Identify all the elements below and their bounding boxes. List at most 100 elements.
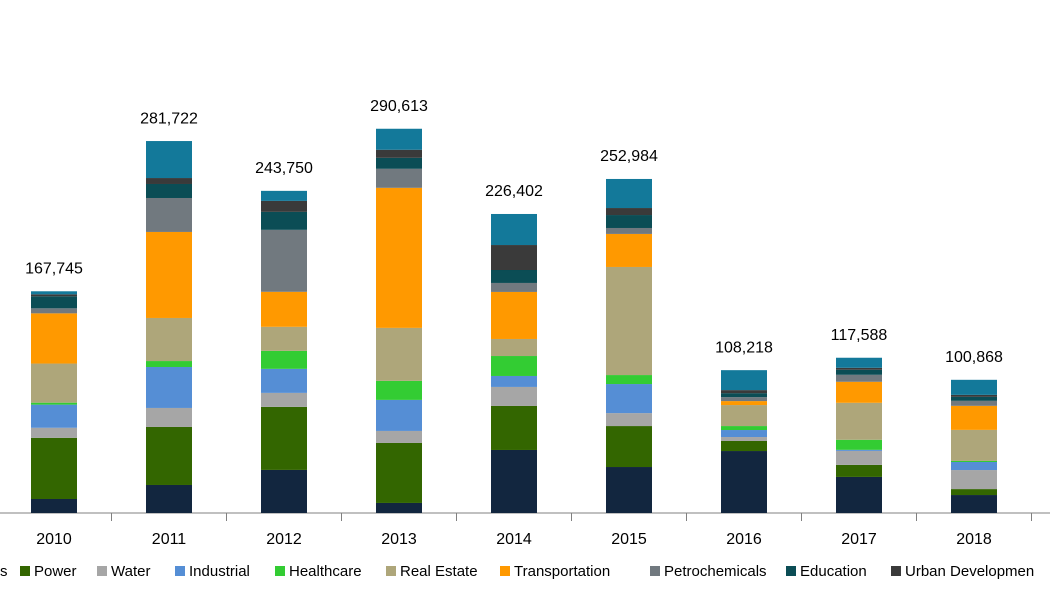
bar-segment — [376, 157, 422, 169]
bar-segment — [261, 190, 307, 201]
legend-label: Healthcare — [289, 563, 362, 580]
legend-label: s — [0, 563, 8, 580]
bar-segment — [261, 291, 307, 327]
bar-segment — [491, 213, 537, 246]
bar-segment — [606, 375, 652, 385]
bar-segment — [951, 489, 997, 496]
bar-segment — [836, 369, 882, 375]
bar-segment — [376, 149, 422, 158]
legend-swatch — [891, 566, 901, 576]
bar-segment — [836, 450, 882, 465]
bar-segment — [376, 187, 422, 328]
bar-segment — [31, 313, 77, 364]
bar-segment — [721, 397, 767, 402]
bar-segment — [31, 308, 77, 314]
bar-segment — [261, 469, 307, 513]
bar-segment — [146, 197, 192, 232]
total-label: 108,218 — [715, 339, 773, 356]
bar-segment — [721, 440, 767, 452]
bar-segment — [376, 380, 422, 400]
total-label: 252,984 — [600, 148, 658, 165]
bar-segment — [31, 427, 77, 438]
bar-segment — [261, 326, 307, 351]
bar-segment — [376, 502, 422, 513]
legend-label: Real Estate — [400, 563, 478, 580]
bar-segment — [491, 405, 537, 450]
legend-swatch — [175, 566, 185, 576]
bar-segment — [721, 451, 767, 513]
bar-segment — [836, 381, 882, 403]
bar-segment — [836, 402, 882, 440]
total-label: 290,613 — [370, 98, 428, 115]
bar-segment — [376, 128, 422, 150]
bar-segment — [146, 361, 192, 367]
bar-segment — [721, 405, 767, 427]
bar-segment — [491, 375, 537, 387]
bar-segment — [606, 266, 652, 376]
bar-segment — [491, 291, 537, 339]
bar-segment — [146, 426, 192, 485]
bar-segment — [836, 439, 882, 450]
bar-segment — [491, 270, 537, 283]
legend-label: Transportation — [514, 563, 610, 580]
bar-segment — [491, 338, 537, 357]
bar-segment — [606, 208, 652, 216]
total-label: 167,745 — [25, 260, 83, 277]
bar-segment — [31, 437, 77, 499]
bar-segment — [146, 317, 192, 362]
legend-swatch — [500, 566, 510, 576]
bar-segment — [951, 400, 997, 406]
legend-label: Urban Developmen — [905, 563, 1034, 580]
bar-segment — [491, 356, 537, 376]
bar-segment — [836, 449, 882, 451]
x-tick-label: 2010 — [36, 531, 72, 548]
bar-segment — [721, 401, 767, 406]
bar-segment — [951, 460, 997, 462]
legend-label: Education — [800, 563, 867, 580]
bar-segment — [606, 426, 652, 468]
bar-segment — [836, 357, 882, 368]
bar-segment — [606, 413, 652, 427]
bar-segment — [491, 245, 537, 271]
bar-segment — [376, 430, 422, 443]
legend-label: Industrial — [189, 563, 250, 580]
total-label: 117,588 — [831, 327, 888, 344]
legend-swatch — [650, 566, 660, 576]
bar-segment — [146, 178, 192, 184]
legend-label: Petrochemicals — [664, 563, 767, 580]
bar-segment — [31, 296, 77, 309]
bar-segment — [721, 390, 767, 394]
x-tick-label: 2017 — [841, 531, 877, 548]
bar-segment — [146, 484, 192, 513]
legend-swatch — [20, 566, 30, 576]
x-tick-label: 2012 — [266, 531, 302, 548]
x-tick-label: 2016 — [726, 531, 762, 548]
bar-segment — [261, 211, 307, 230]
bar-segment — [721, 426, 767, 431]
bar-segment — [721, 430, 767, 438]
bar-segment — [951, 379, 997, 395]
bar-segment — [146, 141, 192, 179]
bar-segment — [31, 291, 77, 295]
bar-segment — [31, 363, 77, 403]
bar-segment — [836, 476, 882, 513]
total-label: 100,868 — [945, 349, 1003, 366]
legend-swatch — [386, 566, 396, 576]
legend-swatch — [97, 566, 107, 576]
bar-segment — [491, 282, 537, 292]
bar-segment — [146, 183, 192, 198]
bar-segment — [146, 231, 192, 318]
bar-segment — [606, 215, 652, 228]
bar-segment — [261, 350, 307, 369]
bar-segment — [951, 429, 997, 461]
bar-segment — [606, 233, 652, 267]
bar-segment — [951, 495, 997, 513]
bar-segment — [951, 394, 997, 397]
bar-segment — [606, 384, 652, 414]
bar-segment — [721, 370, 767, 391]
x-tick-label: 2011 — [152, 531, 187, 548]
bar-segment — [491, 449, 537, 513]
legend-swatch — [786, 566, 796, 576]
bar-segment — [376, 327, 422, 381]
